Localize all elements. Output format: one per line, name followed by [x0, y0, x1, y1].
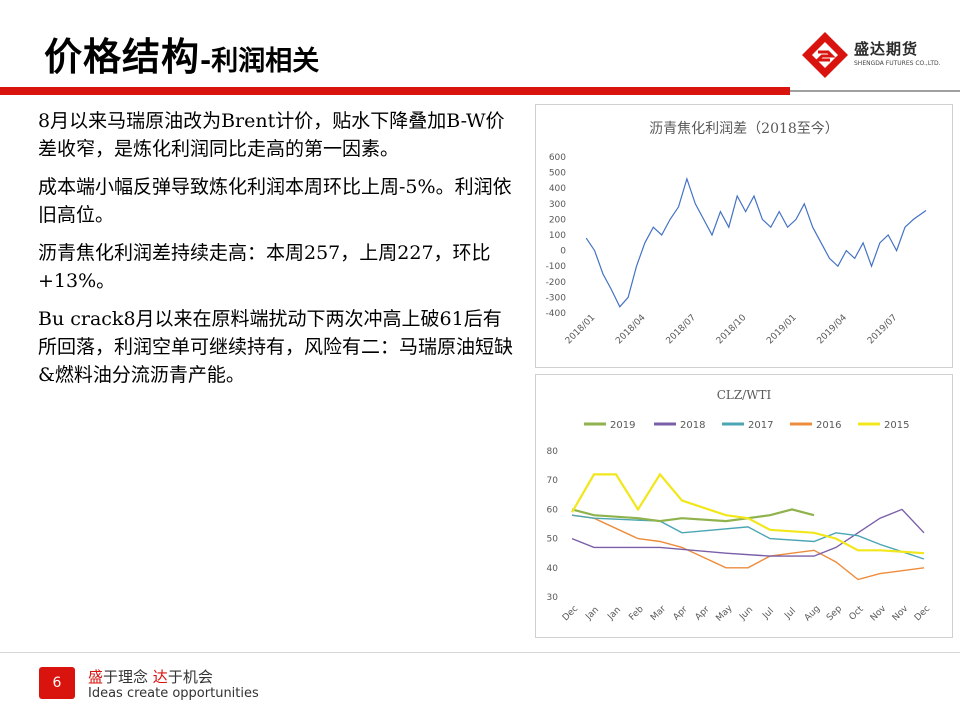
chart1-x-tick: 2018/04 — [614, 313, 648, 347]
chart1-x-tick: 2018/10 — [715, 313, 749, 347]
paragraph-1: 8月以来马瑞原油改为Brent计价，贴水下降叠加B-W价差收窄，是炼化利润同比走… — [38, 110, 505, 160]
chart2-x-tick: Nov — [891, 603, 911, 623]
chart2-y-tick: 60 — [547, 505, 559, 515]
chart2-y-tick: 50 — [547, 535, 559, 545]
chart1-y-tick: 600 — [549, 153, 566, 163]
page-title: 价格结构-利润相关 — [44, 26, 319, 81]
chart1-x-tick: 2019/07 — [866, 313, 900, 347]
chart1-series-line — [585, 176, 927, 308]
logo-subtitle: SHENGDA FUTURES CO.,LTD. — [854, 60, 941, 67]
chart2-series-2017-line — [571, 514, 925, 560]
chart1-y-tick: 400 — [549, 184, 566, 194]
chart1-x-tick: 2019/01 — [765, 313, 799, 347]
chart1-y-tick: 100 — [549, 231, 566, 241]
chart2-x-tick: Jul — [783, 606, 798, 621]
chart2-x-tick: Apr — [694, 604, 712, 622]
chart2-x-tick: Jun — [737, 605, 755, 623]
chart1-y-tick: 300 — [549, 200, 566, 210]
chart2-series-2019-line — [571, 508, 815, 523]
chart2-y-tick: 40 — [547, 564, 559, 574]
chart1-title: 沥青焦化利润差（2018至今） — [649, 121, 839, 137]
chart2-series-2018-line — [571, 508, 925, 557]
chart2-legend-label: 2015 — [884, 420, 909, 431]
slogan-chinese: 盛于理念 达于机会 — [88, 668, 213, 686]
chart2-x-tick: May — [714, 603, 735, 624]
page-title-main: 价格结构 — [44, 35, 201, 79]
chart2-y-tick: 30 — [547, 593, 559, 603]
shengda-logo-icon — [802, 32, 848, 78]
clz-wti-chart: CLZ/WTI 2019 2018 2017 2016 2015 80 70 60 50 40 30 D… — [535, 374, 953, 638]
paragraph-2: 成本端小幅反弹导致炼化利润本周环比上周-5%。利润依旧高位。 — [38, 176, 512, 226]
chart2-x-tick: Sep — [825, 604, 844, 623]
chart2-x-tick: Jan — [583, 605, 601, 623]
page-title-sub: -利润相关 — [200, 46, 320, 77]
chart1-y-tick: -300 — [546, 293, 567, 303]
chart2-x-tick: Dec — [561, 604, 580, 623]
chart2-x-tick: Nov — [869, 603, 889, 623]
logo-name: 盛达期货 — [854, 40, 919, 58]
header-gray-line — [790, 90, 960, 92]
chart1-y-tick: -400 — [546, 309, 567, 319]
chart2-legend-label: 2016 — [816, 420, 841, 431]
chart1-svg: 沥青焦化利润差（2018至今） 600 500 400 300 200 100 0 -100 -2… — [546, 121, 927, 347]
chart2-legend-label: 2017 — [748, 420, 773, 431]
chart1-x-tick: 2018/07 — [665, 313, 699, 347]
paragraph-3: 沥青焦化利润差持续走高：本周257，上周227，环比+13%。 — [38, 242, 491, 292]
chart2-x-tick: Feb — [627, 604, 646, 623]
footer-divider — [0, 652, 960, 653]
chart1-y-tick: 200 — [549, 215, 566, 225]
chart2-legend-label: 2018 — [680, 420, 705, 431]
chart1-y-tick: -200 — [546, 278, 567, 288]
chart2-series-2016-line — [571, 514, 925, 581]
chart2-x-tick: Apr — [672, 604, 690, 622]
chart2-title: CLZ/WTI — [717, 388, 772, 402]
chart1-x-tick: 2019/04 — [816, 313, 850, 347]
chart2-x-tick: Aug — [803, 604, 823, 624]
chart2-x-tick: Mar — [649, 604, 668, 623]
chart2-legend-label: 2019 — [610, 420, 635, 431]
analysis-text: 8月以来马瑞原油改为Brent计价，贴水下降叠加B-W价差收窄，是炼化利润同比走… — [38, 107, 518, 399]
chart2-x-tick: Jul — [761, 606, 776, 621]
chart1-x-tick: 2018/01 — [564, 313, 598, 347]
page-number: 6 — [39, 667, 75, 699]
chart2-y-tick: 70 — [547, 476, 559, 486]
chart1-y-tick: 0 — [560, 247, 566, 257]
chart2-y-tick: 80 — [547, 447, 559, 457]
chart1-y-tick: -100 — [546, 262, 567, 272]
header-red-bar — [0, 87, 790, 95]
chart2-x-tick: Jan — [605, 605, 623, 623]
chart1-y-tick: 500 — [549, 169, 566, 179]
chart2-series-2015-line — [571, 472, 925, 555]
chart2-x-tick: Dec — [913, 604, 932, 623]
chart2-x-tick: Oct — [848, 604, 866, 622]
slogan-english: Ideas create opportunities — [88, 686, 259, 701]
company-logo: 盛达期货 SHENGDA FUTURES CO.,LTD. — [800, 30, 950, 80]
asphalt-coking-spread-chart: 沥青焦化利润差（2018至今） 600 500 400 300 200 100 0 -100 -2… — [535, 104, 953, 368]
paragraph-4: Bu crack8月以来在原料端扰动下两次冲高上破61后有所回落，利润空单可继续… — [38, 308, 514, 386]
